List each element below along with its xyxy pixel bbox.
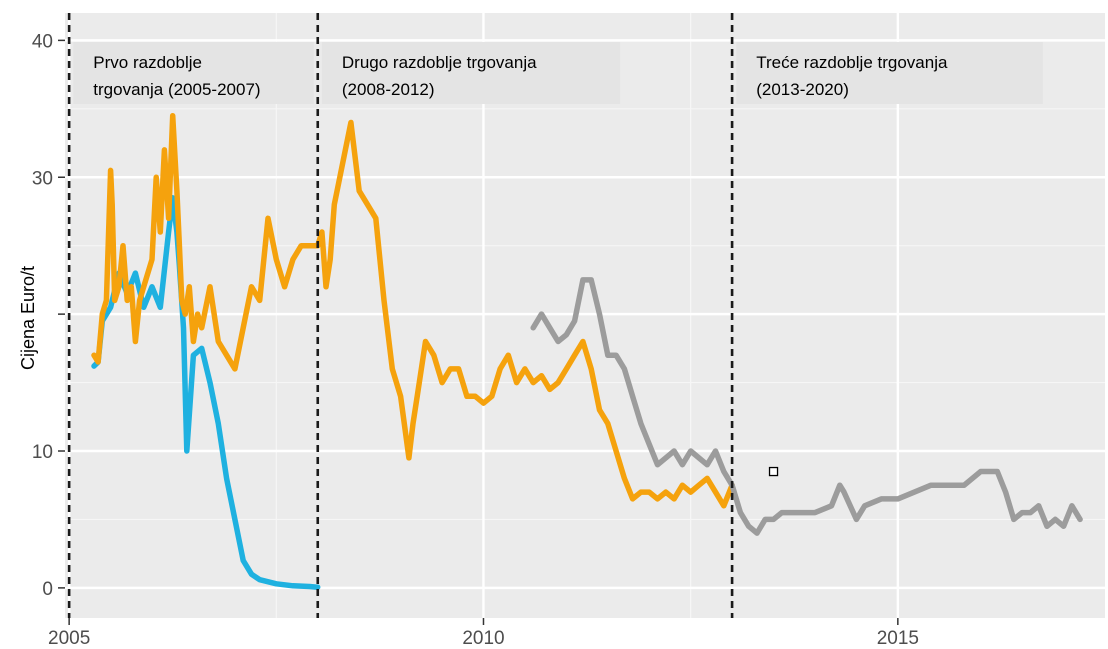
x-tick-label: 2010 [462, 628, 504, 649]
x-tick-label: 2015 [877, 628, 919, 649]
period-label-line: Treće razdoblje trgovanja [756, 53, 948, 72]
period-label-line: trgovanja (2005-2007) [93, 80, 260, 99]
point-marker [768, 466, 779, 477]
series-lines [91, 112, 1083, 590]
series-line-2 [91, 112, 735, 509]
period-label-line: Drugo razdoblje trgovanja [342, 53, 537, 72]
minor-gridlines [65, 13, 1105, 618]
period-label-line: Prvo razdoblje [93, 53, 202, 72]
period-box [321, 42, 621, 104]
period-label-line: (2008-2012) [342, 80, 435, 99]
x-tick-label: 2005 [48, 628, 90, 649]
x-axis: 2005 2010 2015 [48, 618, 919, 649]
major-gridlines [65, 13, 1105, 618]
y-tick-label: 30 [32, 168, 53, 189]
y-tick-label: 0 [42, 579, 53, 600]
y-tick-label: 10 [32, 442, 53, 463]
period-label-boxes: Prvo razdoblje trgovanja (2005-2007) Drugo… [73, 42, 1043, 104]
y-axis: 0 10 30 40 [32, 31, 65, 600]
period-label-line: (2013-2020) [756, 80, 849, 99]
y-axis-title: Cijena Euro/t [18, 266, 38, 370]
square-marker [768, 466, 779, 477]
period-box [73, 42, 314, 104]
y-tick-label: 40 [32, 31, 53, 52]
series-line-3 [530, 277, 1083, 536]
plot-panel [65, 13, 1105, 618]
period-dividers [67, 13, 734, 618]
period-box [736, 42, 1043, 104]
